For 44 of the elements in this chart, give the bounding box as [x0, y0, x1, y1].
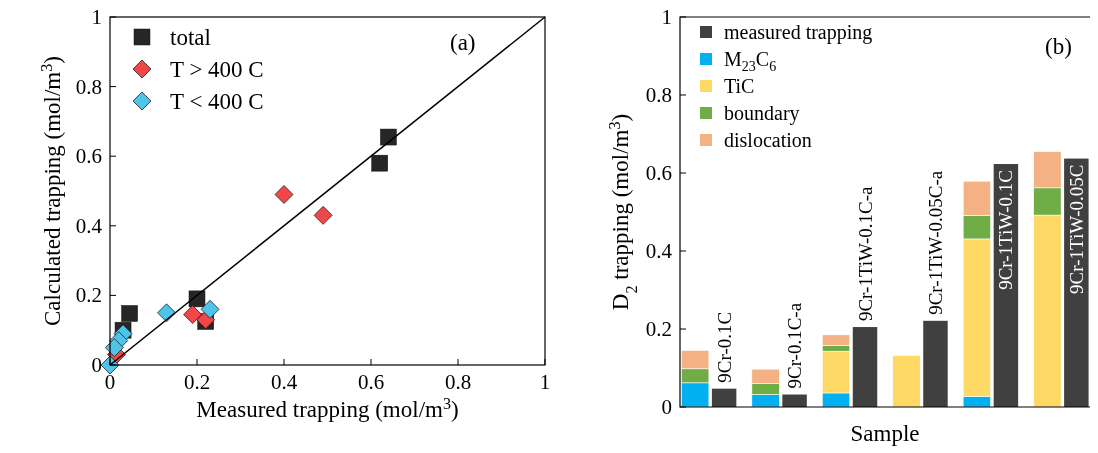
- x-tick-label: 9Cr-0.1C: [713, 311, 735, 383]
- legend-label: measured trapping: [724, 21, 873, 44]
- x-tick-label: 0.4: [270, 370, 298, 394]
- point: [121, 305, 138, 322]
- bar: [1064, 158, 1089, 407]
- bar: [782, 394, 807, 407]
- x-tick-label: 0.2: [183, 370, 211, 394]
- x-tick-label: 9Cr-1TiW-0.1C-a: [854, 185, 876, 322]
- legend-label: boundary: [724, 102, 800, 125]
- y-tick-label: 0.6: [75, 144, 102, 169]
- x-tick-label: 1: [539, 370, 551, 394]
- annotation: (a): [450, 30, 476, 55]
- point: [380, 128, 397, 146]
- bar: [923, 320, 948, 407]
- x-tick-label: 0.8: [444, 370, 472, 394]
- point: [183, 305, 203, 324]
- y-tick-label: 0.8: [645, 83, 672, 107]
- x-tick-label: 0.6: [357, 370, 385, 394]
- point: [104, 338, 124, 357]
- x-axis-title: Sample: [850, 421, 920, 446]
- legend-label: M$_{23}$C$_{6}$: [724, 48, 777, 74]
- legend-label: T < 400 C: [170, 88, 264, 114]
- bar: [852, 327, 878, 407]
- x-tick-label: 9Cr-1TiW-0.05C: [1065, 164, 1087, 294]
- point: [200, 299, 220, 319]
- legend-label: total: [170, 24, 211, 50]
- annotation: (b): [1045, 34, 1072, 59]
- legend-label: dislocation: [724, 129, 812, 151]
- legend-label: TiC: [724, 75, 755, 97]
- y-tick-label: 0: [661, 395, 672, 419]
- y-tick-label: 1: [661, 5, 672, 29]
- x-tick-label: 9Cr-1TiW-0.1C: [995, 170, 1017, 290]
- point: [313, 205, 333, 225]
- y-tick-label: 0.2: [645, 317, 672, 341]
- y-tick-label: 0.8: [75, 74, 102, 99]
- x-tick-label: 9Cr-1TiW-0.05C-a: [924, 170, 946, 315]
- bar: [711, 388, 737, 407]
- point: [274, 185, 294, 204]
- bar: [892, 355, 921, 408]
- x-tick-label: 9Cr-0.1C-a: [784, 302, 806, 389]
- point: [371, 154, 388, 172]
- legend-label: T > 400 C: [170, 56, 264, 82]
- y-tick-label: 1: [91, 5, 102, 29]
- x-axis-title: Measured trapping (mol/m$^{3}$): [196, 394, 459, 422]
